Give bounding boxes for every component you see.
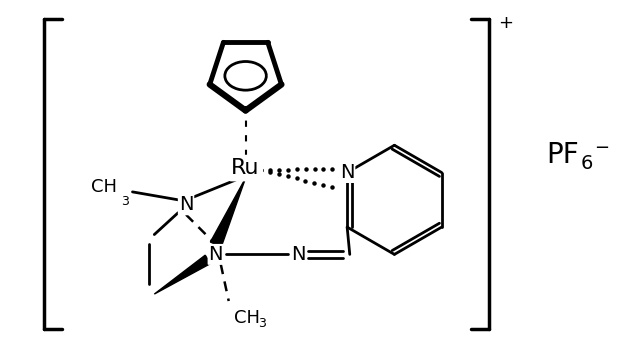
Text: Ru: Ru bbox=[231, 158, 260, 178]
Text: +: + bbox=[499, 14, 513, 32]
Polygon shape bbox=[154, 255, 211, 294]
Text: N: N bbox=[291, 245, 305, 264]
Text: 3: 3 bbox=[259, 317, 266, 330]
Text: 3: 3 bbox=[122, 195, 129, 208]
Text: N: N bbox=[209, 245, 223, 264]
Text: CH: CH bbox=[234, 309, 260, 327]
Text: PF: PF bbox=[546, 141, 579, 169]
Text: CH: CH bbox=[91, 178, 116, 196]
Polygon shape bbox=[211, 178, 246, 247]
Text: N: N bbox=[340, 163, 355, 182]
Text: 6: 6 bbox=[581, 154, 593, 173]
Text: −: − bbox=[594, 139, 609, 157]
Text: N: N bbox=[179, 195, 193, 214]
